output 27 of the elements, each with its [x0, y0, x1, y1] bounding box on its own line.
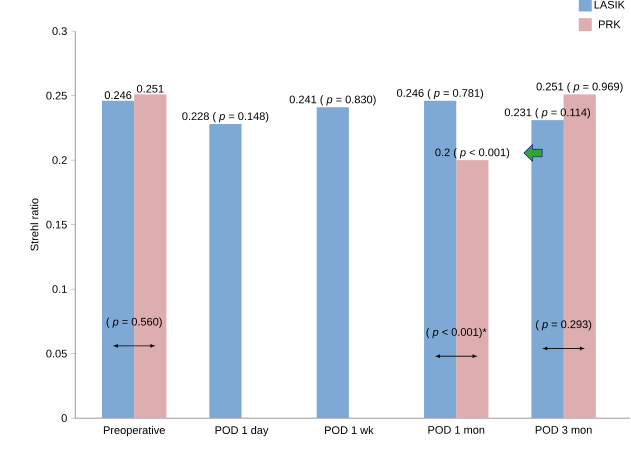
y-tick-label: 0.2 — [52, 156, 67, 164]
y-tick-label: 0.05 — [46, 350, 67, 358]
legend-label: LASIK — [594, 0, 625, 9]
y-tick-label: 0 — [62, 414, 67, 422]
data-label: 0.231 ( p = 0.114) — [504, 108, 590, 118]
data-label: 0.251 — [136, 84, 164, 93]
data-label: 0.246 ( p = 0.781) — [396, 88, 484, 100]
x-tick-label: POD 1 mon — [428, 426, 484, 434]
annotation: ( p = 0.560) — [106, 318, 162, 328]
data-label: 0.246 — [104, 91, 132, 100]
x-tick-label: Preoperative — [104, 426, 165, 436]
x-tick-label: POD 1 wk — [325, 426, 374, 434]
annotation: ( p = 0.293) — [536, 320, 592, 330]
bar — [316, 107, 349, 418]
data-label: 0.251 ( p = 0.969) — [536, 82, 623, 93]
data-label: 0.228 ( p = 0.148) — [182, 112, 268, 122]
y-tick-label: 0.15 — [46, 220, 67, 229]
data-label: 0.241 ( p = 0.830) — [290, 95, 376, 106]
annotation: ( p < 0.001)* — [426, 328, 486, 338]
x-tick-label: POD 3 mon — [536, 426, 592, 434]
y-axis-title: Strehl ratio — [30, 198, 38, 251]
y-tick-label: 0.3 — [52, 27, 67, 35]
legend-label: PRK — [598, 20, 621, 28]
y-tick-label: 0.25 — [46, 92, 67, 100]
y-tick-label: 0.1 — [52, 285, 67, 294]
bar — [209, 124, 242, 418]
x-tick-label: POD 1 day — [216, 426, 268, 436]
